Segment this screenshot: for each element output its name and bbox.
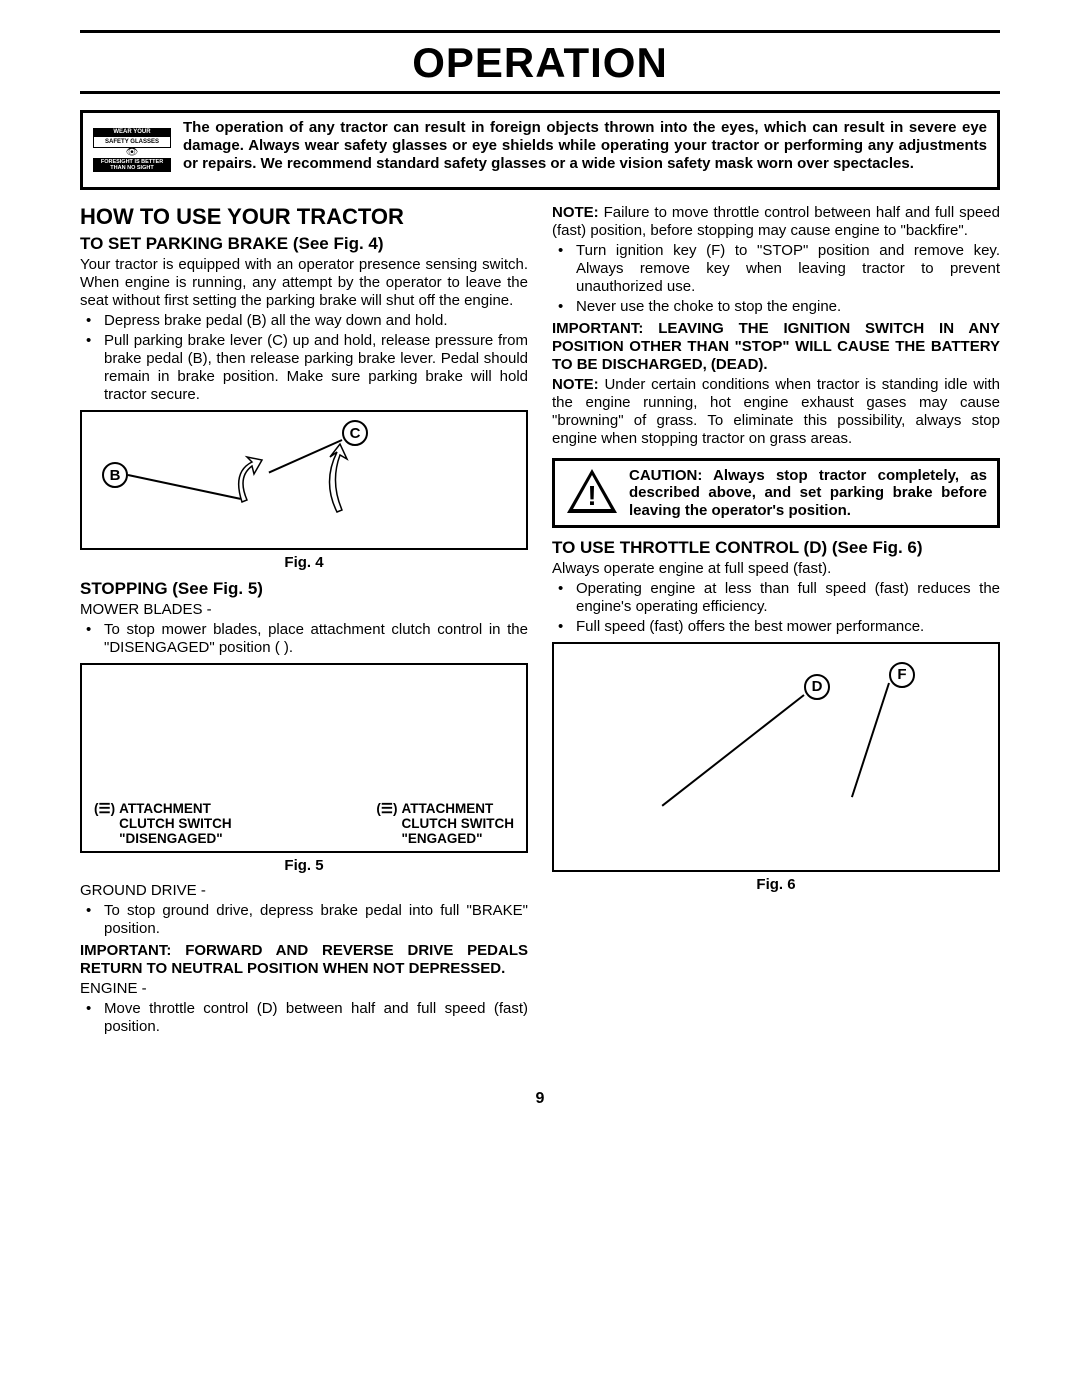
- list-item: Full speed (fast) offers the best mower …: [576, 618, 1000, 636]
- page-title: OPERATION: [80, 39, 1000, 87]
- list-item: To stop ground drive, depress brake peda…: [104, 902, 528, 938]
- engine-label: ENGINE -: [80, 980, 528, 998]
- parking-bullets: Depress brake pedal (B) all the way down…: [80, 312, 528, 404]
- parking-intro: Your tractor is equipped with an operato…: [80, 256, 528, 310]
- disengaged-label: (☰) ATTACHMENT CLUTCH SWITCH "DISENGAGED…: [94, 802, 232, 847]
- safety-glasses-icon: WEAR YOUR SAFETY GLASSES 👁 FORESIGHT IS …: [93, 119, 171, 181]
- clutch-icon: (☰): [94, 802, 115, 817]
- engine-bullets: Move throttle control (D) between half a…: [80, 1000, 528, 1036]
- ground-drive-label: GROUND DRIVE -: [80, 882, 528, 900]
- list-item: Move throttle control (D) between half a…: [104, 1000, 528, 1036]
- eye-icon: 👁: [126, 148, 139, 158]
- figure-4: B C: [80, 410, 528, 550]
- leader-line: [851, 682, 890, 797]
- fig6-caption: Fig. 6: [552, 876, 1000, 893]
- arrow-icon: [312, 442, 372, 522]
- throttle-bullets: Operating engine at less than full speed…: [552, 580, 1000, 636]
- page-number: 9: [80, 1090, 1000, 1108]
- throttle-heading: TO USE THROTTLE CONTROL (D) (See Fig. 6): [552, 538, 1000, 558]
- wear-label: WEAR YOUR: [93, 128, 171, 136]
- ground-bullets: To stop ground drive, depress brake peda…: [80, 902, 528, 938]
- figure-6: D F: [552, 642, 1000, 872]
- mower-bullets: To stop mower blades, place attachment c…: [80, 621, 528, 657]
- stopping-heading: STOPPING (See Fig. 5): [80, 579, 528, 599]
- list-item: To stop mower blades, place attachment c…: [104, 621, 528, 657]
- throttle-intro: Always operate engine at full speed (fas…: [552, 560, 1000, 578]
- clutch-icon: (☰): [376, 802, 397, 817]
- figure-5: (☰) ATTACHMENT CLUTCH SWITCH "DISENGAGED…: [80, 663, 528, 853]
- two-column-layout: HOW TO USE YOUR TRACTOR TO SET PARKING B…: [80, 204, 1000, 1040]
- glasses-label: SAFETY GLASSES: [93, 136, 171, 148]
- fig4-caption: Fig. 4: [80, 554, 528, 571]
- list-item: Operating engine at less than full speed…: [576, 580, 1000, 616]
- section-heading: HOW TO USE YOUR TRACTOR: [80, 204, 528, 230]
- note-2: NOTE: Under certain conditions when trac…: [552, 376, 1000, 448]
- arrow-icon: [222, 452, 302, 512]
- bottom-rule: [80, 91, 1000, 94]
- list-item: Never use the choke to stop the engine.: [576, 298, 1000, 316]
- warning-text: The operation of any tractor can result …: [183, 119, 987, 181]
- top-rule: [80, 30, 1000, 33]
- fig5-caption: Fig. 5: [80, 857, 528, 874]
- callout-b: B: [102, 462, 128, 488]
- caution-text: CAUTION: Always stop tractor com­plete­l…: [629, 467, 987, 519]
- callout-f: F: [889, 662, 915, 688]
- important-note: IMPORTANT: FORWARD AND REVERSE DRIVE PED…: [80, 942, 528, 978]
- warning-triangle-icon: !: [565, 467, 619, 515]
- left-column: HOW TO USE YOUR TRACTOR TO SET PARKING B…: [80, 204, 528, 1040]
- note-1: NOTE: Failure to move throttle control b…: [552, 204, 1000, 240]
- foresight-label: FORESIGHT IS BETTERTHAN NO SIGHT: [93, 158, 171, 172]
- list-item: Depress brake pedal (B) all the way down…: [104, 312, 528, 330]
- right-bullets-1: Turn ignition key (F) to "STOP" position…: [552, 242, 1000, 316]
- important-ignition: IMPORTANT: LEAVING THE IGNITION SWITCH I…: [552, 320, 1000, 374]
- engaged-label: (☰) ATTACHMENT CLUTCH SWITCH "ENGAGED": [376, 802, 514, 847]
- right-column: NOTE: Failure to move throttle control b…: [552, 204, 1000, 1040]
- svg-text:!: !: [587, 480, 596, 511]
- list-item: Pull parking brake lever (C) up and hold…: [104, 332, 528, 404]
- caution-box: ! CAUTION: Always stop tractor com­plete…: [552, 458, 1000, 528]
- list-item: Turn ignition key (F) to "STOP" position…: [576, 242, 1000, 296]
- mower-blades-label: MOWER BLADES -: [80, 601, 528, 619]
- parking-brake-heading: TO SET PARKING BRAKE (See Fig. 4): [80, 234, 528, 254]
- callout-d: D: [804, 674, 830, 700]
- leader-line: [662, 694, 805, 806]
- safety-warning-box: WEAR YOUR SAFETY GLASSES 👁 FORESIGHT IS …: [80, 110, 1000, 190]
